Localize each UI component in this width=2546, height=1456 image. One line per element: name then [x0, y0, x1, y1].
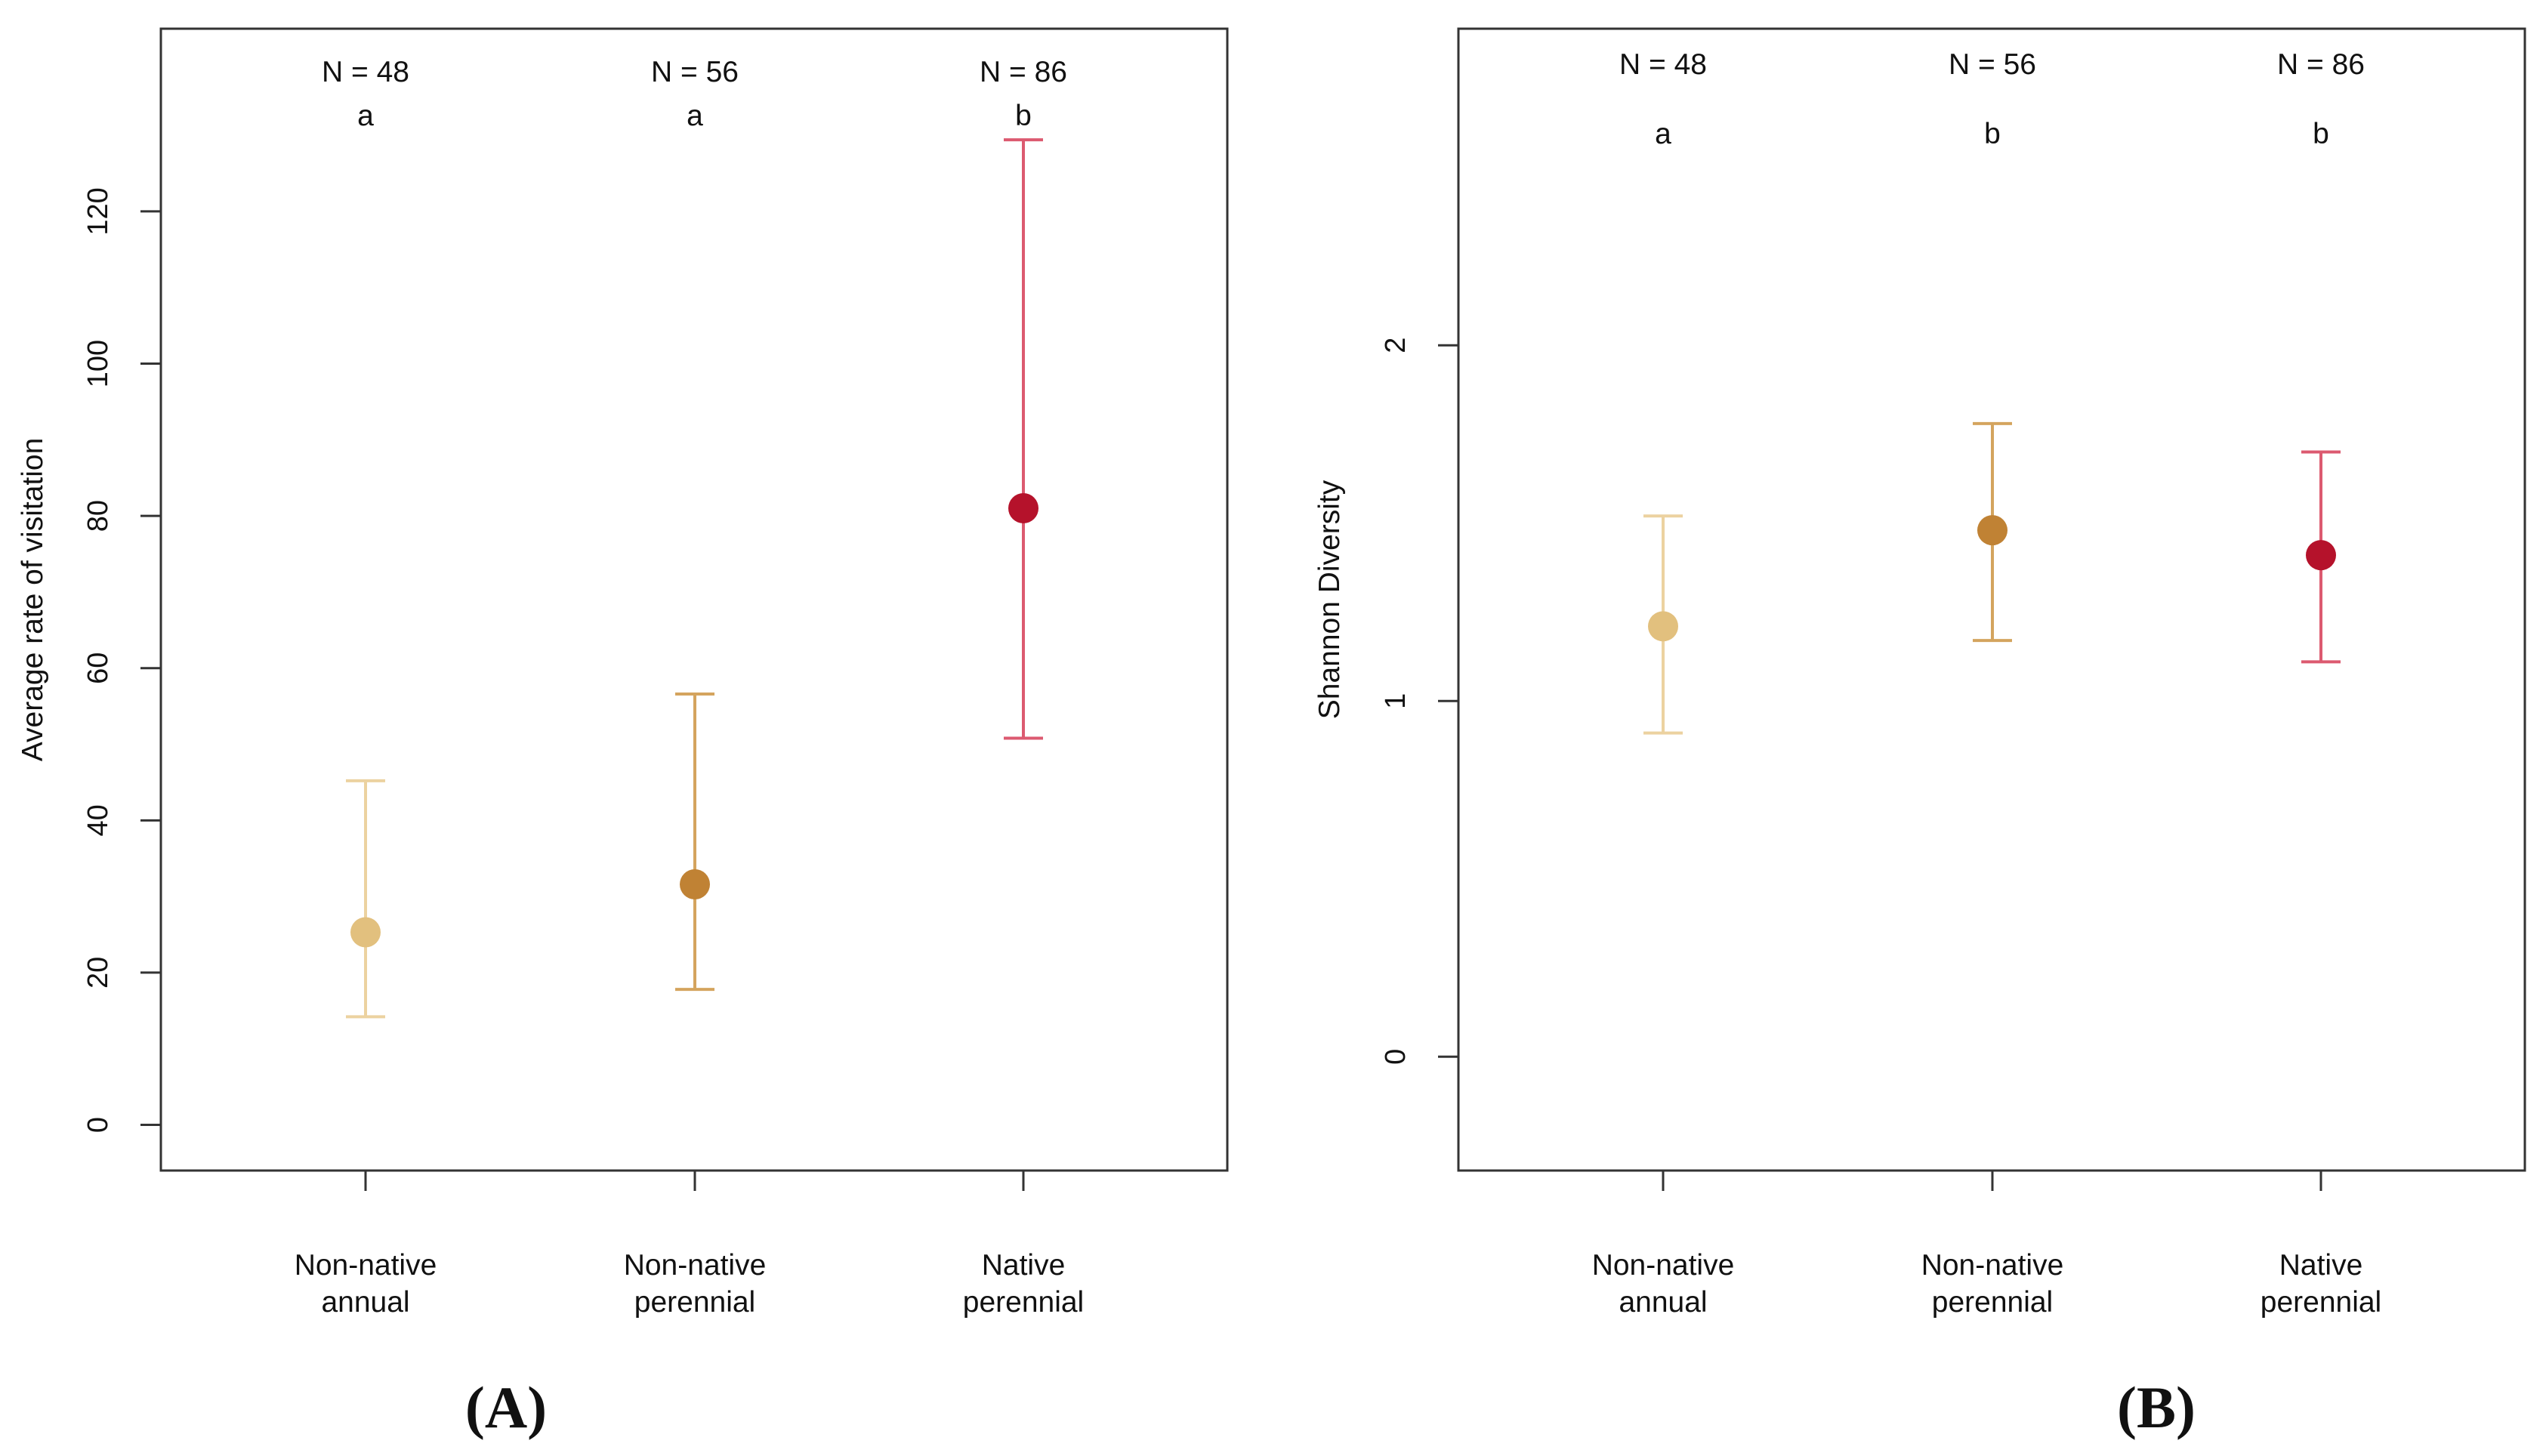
panel-b-x-tick-label-line2: annual: [1619, 1286, 1707, 1319]
panel-b-series: N = 48 a N = 56 b N = 86 b: [1619, 48, 2365, 735]
panel-b-point-group: N = 48 a: [1619, 48, 1707, 735]
panel-b-significance-letter: b: [1984, 118, 2001, 150]
panel-b-y-axis: 0 1 2: [1380, 338, 1458, 1065]
panel-b-mean-point: [1648, 611, 1678, 642]
panel-a-point-group: N = 56 a: [651, 56, 739, 992]
panel-a-series: N = 48 a N = 56 a N = 86 b: [322, 56, 1067, 1019]
panel-a-significance-letter: b: [1015, 100, 1032, 132]
panel-b-x-tick-label-line1: Non-native: [1592, 1249, 1735, 1282]
panel-a-plot-frame: [159, 27, 1229, 1172]
panel-a-sample-size-label: N = 86: [980, 56, 1067, 88]
panel-a-significance-letter: a: [357, 100, 374, 132]
panel-a-x-tick-label-line2: perennial: [634, 1286, 755, 1319]
panel-a-x-tick-label-line1: Non-native: [624, 1249, 767, 1282]
panel-b-sample-size-label: N = 48: [1619, 48, 1707, 81]
panel-b-significance-letter: a: [1655, 118, 1671, 150]
panel-a-x-axis: Non-native annual Non-native perennial Nativ…: [295, 1171, 1084, 1319]
panel-a-y-tick-label: 60: [82, 652, 114, 684]
panel-a-mean-point: [1008, 493, 1038, 524]
panel-a-y-tick-label: 80: [82, 500, 114, 532]
panel-a-x-tick-label-line1: Non-native: [295, 1249, 437, 1282]
panel-b-y-tick-label: 2: [1380, 338, 1412, 353]
panel-b-x-tick-label-line1: Native: [2279, 1249, 2363, 1282]
panel-a-point-group: N = 48 a: [322, 56, 409, 1019]
panel-a-sample-size-label: N = 48: [322, 56, 409, 88]
panel-a-y-axis: 0 20 40 60 80 100 120: [82, 187, 161, 1133]
panel-a-label: (A): [465, 1374, 547, 1440]
panel-b-x-axis: Non-native annual Non-native perennial Nativ…: [1592, 1171, 2381, 1319]
panel-a-y-tick-label: 120: [82, 187, 114, 235]
panel-b-x-tick-label-line2: perennial: [1932, 1286, 2053, 1319]
panel-b-mean-point: [1977, 515, 2007, 546]
panel-b-label: (B): [2117, 1374, 2196, 1440]
panel-a-significance-letter: a: [687, 100, 703, 132]
panel-a-x-tick-label-line2: annual: [321, 1286, 409, 1319]
panel-a-y-tick-label: 100: [82, 340, 114, 387]
panel-a-y-axis-title: Average rate of visitation: [17, 438, 49, 762]
panel-b-y-axis-title: Shannon Diversity: [1313, 480, 1346, 719]
panel-b-mean-point: [2306, 540, 2336, 571]
panel-a-mean-point: [350, 917, 381, 948]
panel-b-y-tick-label: 0: [1380, 1049, 1412, 1065]
panel-a-y-tick-label: 40: [82, 804, 114, 836]
panel-a-point-group: N = 86 b: [980, 56, 1067, 740]
panel-a-y-tick-label: 0: [82, 1117, 114, 1133]
panel-a-y-tick-label: 20: [82, 957, 114, 989]
panel-b-significance-letter: b: [2313, 118, 2329, 150]
panel-a-x-tick-label-line1: Native: [982, 1249, 1066, 1282]
panel-a-x-tick-label-line2: perennial: [963, 1286, 1084, 1319]
panel-b-sample-size-label: N = 86: [2277, 48, 2365, 81]
panel-a-mean-point: [680, 868, 710, 899]
panel-a-sample-size-label: N = 56: [651, 56, 739, 88]
panel-b-y-tick-label: 1: [1380, 693, 1412, 709]
panel-b-sample-size-label: N = 56: [1949, 48, 2036, 81]
panel-b-x-tick-label-line2: perennial: [2261, 1286, 2381, 1319]
panel-b-point-group: N = 86 b: [2277, 48, 2365, 664]
panel-b-point-group: N = 56 b: [1949, 48, 2036, 643]
panel-b: 012 Non-nativeannualNon-nativeperennialN…: [1313, 27, 2526, 1440]
panel-b-x-tick-label-line1: Non-native: [1921, 1249, 2064, 1282]
